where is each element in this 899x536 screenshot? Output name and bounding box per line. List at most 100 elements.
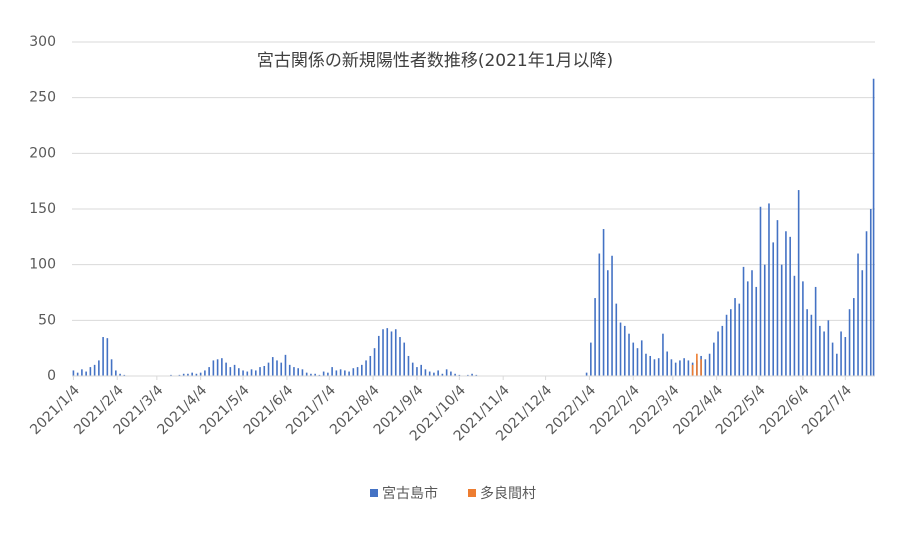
bar (725, 314, 728, 376)
bar (742, 266, 745, 376)
bar (93, 364, 96, 376)
bar (814, 286, 817, 376)
bar (679, 360, 681, 376)
bar (729, 309, 732, 376)
bar (691, 364, 694, 376)
bar (700, 359, 702, 376)
bar (869, 209, 872, 376)
bar (411, 362, 414, 376)
bar (615, 303, 618, 376)
bar (827, 320, 830, 376)
y-tick-label: 0 (47, 368, 56, 384)
bar (403, 342, 406, 376)
bar (280, 362, 283, 376)
bar (836, 353, 838, 376)
bar (424, 369, 427, 376)
bar (785, 231, 787, 376)
bar (216, 359, 219, 376)
bar (119, 373, 121, 376)
bar (772, 242, 775, 376)
bar (250, 369, 253, 376)
bar (872, 78, 875, 377)
bar (696, 353, 698, 376)
bar (674, 362, 677, 376)
bar (861, 270, 864, 376)
bar (708, 353, 711, 376)
bar (178, 374, 181, 376)
bar (594, 298, 596, 376)
bar (704, 359, 707, 376)
y-tick-label: 300 (29, 34, 56, 50)
y-tick-label: 150 (29, 201, 56, 217)
bar (645, 353, 647, 376)
bar (802, 281, 804, 376)
bar (780, 264, 783, 376)
bar (246, 371, 249, 376)
bar (242, 370, 244, 376)
bar (848, 309, 851, 376)
bar (865, 231, 868, 376)
bar (267, 362, 270, 376)
bar (751, 270, 753, 376)
bar (288, 364, 291, 376)
bar (81, 369, 83, 376)
bar (85, 371, 87, 376)
bar (212, 360, 215, 376)
bar (225, 362, 227, 376)
chart-title: 宮古関係の新規陽性者数推移(2021年1月以降) (257, 51, 613, 71)
bar (683, 358, 685, 376)
bar (399, 337, 401, 376)
bar (297, 368, 299, 376)
bar (416, 367, 418, 376)
bar (229, 367, 232, 376)
bar (195, 373, 198, 376)
bar (810, 314, 813, 376)
bar (204, 370, 206, 376)
bar (657, 358, 660, 376)
bar (662, 333, 664, 376)
bar (293, 367, 295, 376)
bar (110, 359, 113, 376)
bar (789, 236, 791, 376)
bar (602, 229, 605, 376)
bar (369, 355, 372, 376)
bar (653, 359, 656, 376)
bar (233, 364, 236, 376)
bar (746, 281, 749, 376)
bar (687, 360, 690, 376)
bar (76, 372, 79, 376)
bar (721, 325, 724, 376)
bar (407, 355, 410, 376)
bar (763, 264, 766, 376)
bar (632, 342, 635, 376)
bar (623, 325, 626, 376)
bar (454, 373, 456, 376)
bar (738, 303, 741, 376)
y-tick-label: 50 (38, 312, 56, 328)
bar (123, 374, 126, 376)
bar (361, 364, 363, 376)
bar (450, 371, 452, 376)
bar (318, 374, 321, 376)
bar (221, 358, 223, 376)
bar (441, 373, 444, 376)
bar (823, 331, 825, 376)
bar (831, 342, 834, 376)
bar (666, 351, 668, 376)
bar (373, 348, 376, 376)
bar (331, 367, 333, 376)
bar (102, 337, 104, 376)
bar (844, 337, 847, 376)
bar (335, 370, 338, 376)
bar (428, 371, 431, 376)
bar (271, 357, 274, 376)
bar (852, 298, 855, 376)
bar (755, 286, 758, 376)
bar (857, 253, 859, 376)
legend-label: 宮古島市 (382, 485, 438, 502)
bar (776, 220, 779, 376)
bar (611, 255, 613, 376)
bar (670, 359, 673, 376)
bar (259, 367, 261, 376)
bar (433, 372, 435, 376)
